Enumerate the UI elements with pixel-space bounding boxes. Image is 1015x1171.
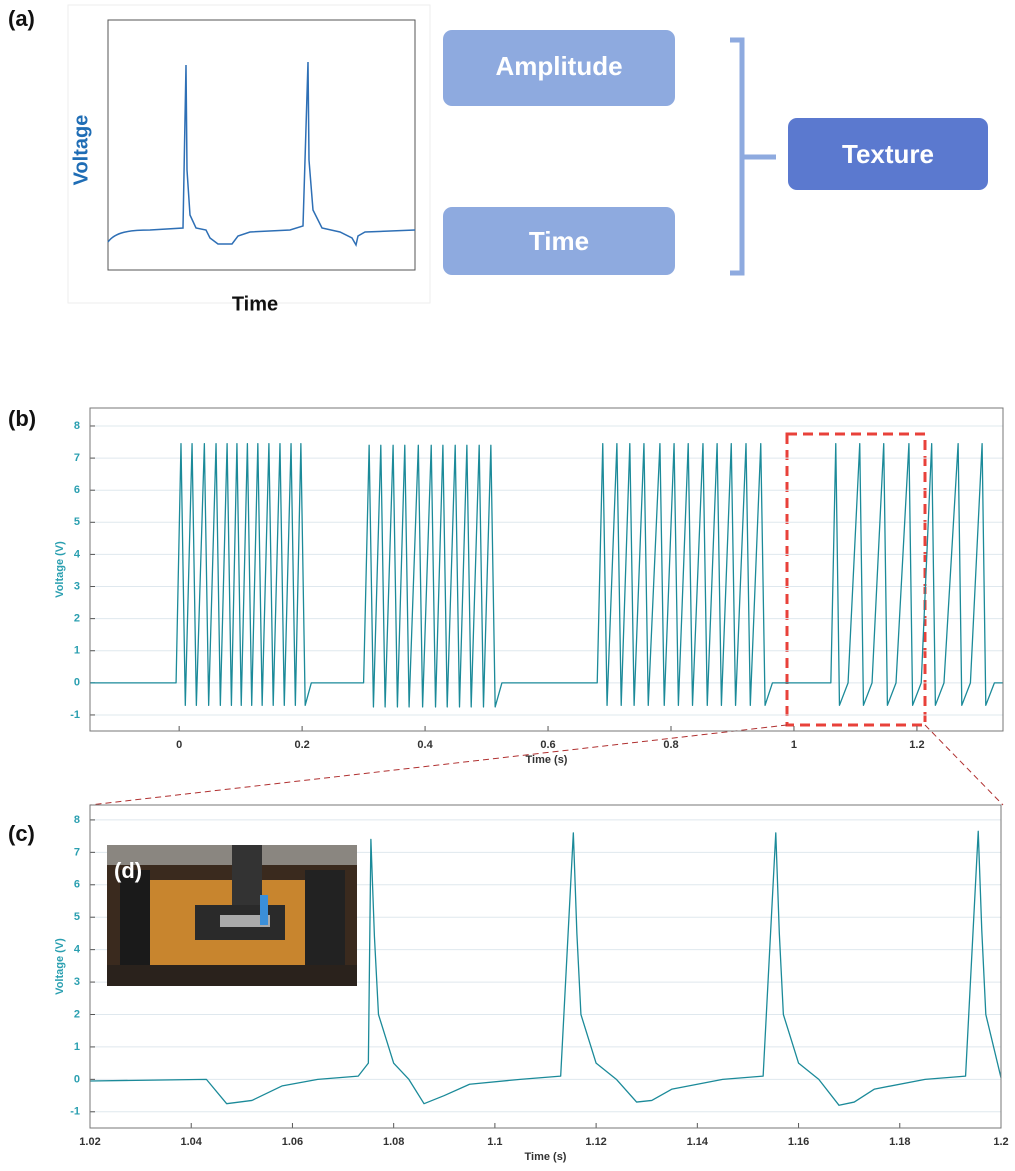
- diagram-y-label: Voltage: [70, 115, 92, 186]
- panel-label: (b): [8, 406, 36, 431]
- inset-label: (d): [114, 858, 142, 883]
- x-tick-label: 0.4: [417, 739, 433, 751]
- x-tick-label: 1.04: [181, 1136, 203, 1148]
- y-axis-label: Voltage (V): [54, 541, 66, 598]
- x-tick-label: 1.1: [487, 1136, 502, 1148]
- x-tick-label: 1: [791, 739, 797, 751]
- y-tick-label: 6: [74, 484, 80, 496]
- feature-label: Amplitude: [495, 51, 622, 81]
- diagram-frame: [68, 5, 430, 303]
- y-tick-label: 4: [74, 548, 81, 560]
- x-tick-label: 0.6: [540, 739, 555, 751]
- x-tick-label: 1.12: [585, 1136, 606, 1148]
- zoom-line: [925, 725, 1003, 805]
- zoom-box: [787, 434, 925, 725]
- y-tick-label: 0: [74, 677, 80, 689]
- y-tick-label: 6: [74, 879, 80, 891]
- panel-label: (a): [8, 6, 35, 31]
- x-tick-label: 1.2: [993, 1136, 1008, 1148]
- x-axis-label: Time (s): [525, 1151, 567, 1163]
- inset-photo: (d): [107, 845, 357, 986]
- x-tick-label: 0.2: [294, 739, 309, 751]
- y-tick-label: 5: [74, 911, 80, 923]
- zoom-line: [90, 725, 787, 805]
- y-tick-label: 1: [74, 645, 80, 657]
- y-tick-label: 3: [74, 976, 80, 988]
- result-label: Texture: [842, 139, 934, 169]
- x-tick-label: 1.16: [788, 1136, 809, 1148]
- bracket: [730, 40, 776, 273]
- figure: (a) (b) (c) Voltage Time Amplitude Time …: [0, 0, 1015, 1166]
- y-axis-label: Voltage (V): [54, 938, 66, 995]
- chart: -1 0 1 2 3 4 5 6 7 8 0 0.2 0.4 0.6 0.8 1 1.2 Time (s) Volt…: [54, 408, 1003, 766]
- x-tick-label: 1.02: [79, 1136, 100, 1148]
- x-tick-label: 0.8: [663, 739, 678, 751]
- y-tick-label: 8: [74, 420, 80, 432]
- y-tick-label: 0: [74, 1073, 80, 1085]
- y-tick-label: -1: [70, 709, 80, 721]
- y-tick-label: 4: [74, 944, 81, 956]
- panel-label: (c): [8, 821, 35, 846]
- feature-label: Time: [529, 226, 589, 256]
- y-tick-label: 3: [74, 580, 80, 592]
- y-tick-label: 8: [74, 814, 80, 826]
- x-tick-label: 1.06: [282, 1136, 303, 1148]
- x-tick-label: 1.08: [383, 1136, 404, 1148]
- diagram-x-label: Time: [232, 293, 278, 315]
- y-tick-label: 5: [74, 516, 80, 528]
- x-tick-label: 1.2: [909, 739, 924, 751]
- y-tick-label: -1: [70, 1106, 80, 1118]
- y-tick-label: 7: [74, 452, 80, 464]
- y-tick-label: 1: [74, 1041, 80, 1053]
- line-series: [90, 444, 1003, 707]
- charts: -1 0 1 2 3 4 5 6 7 8 0 0.2 0.4 0.6 0.8 1 1.2 Time (s) Volt…: [54, 408, 1009, 1163]
- y-tick-label: 7: [74, 846, 80, 858]
- y-tick-label: 2: [74, 613, 80, 625]
- x-tick-label: 1.18: [889, 1136, 910, 1148]
- y-tick-label: 2: [74, 1008, 80, 1020]
- x-axis-label: Time (s): [526, 754, 568, 766]
- x-tick-label: 1.14: [687, 1136, 709, 1148]
- x-tick-label: 0: [176, 739, 182, 751]
